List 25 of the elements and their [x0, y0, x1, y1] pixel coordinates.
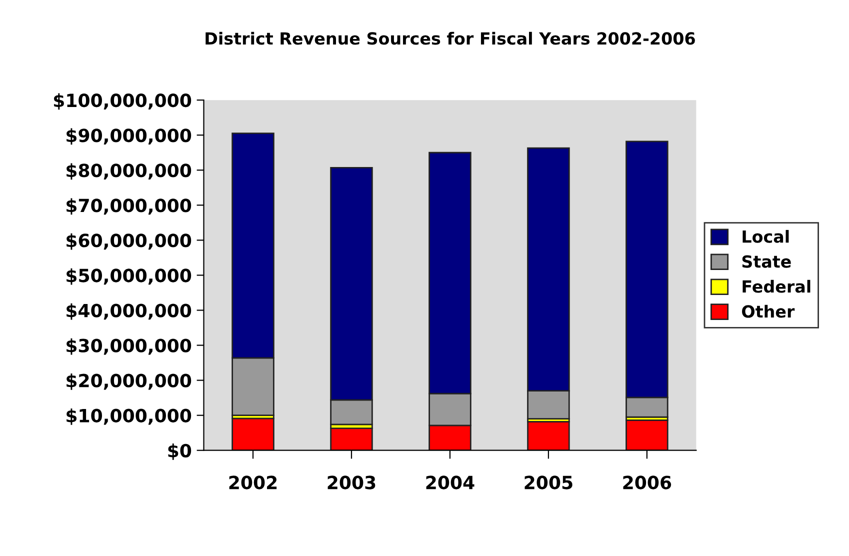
y-tick-label: $60,000,000: [66, 233, 192, 250]
x-tick-label: 2002: [229, 476, 277, 490]
y-tick-label: $40,000,000: [66, 303, 192, 320]
legend-label: Federal: [742, 280, 810, 293]
x-tick-label: 2004: [426, 476, 474, 490]
x-tick-label: 2006: [623, 476, 672, 490]
y-tick-label: $10,000,000: [66, 408, 192, 425]
bar: [330, 428, 373, 450]
y-tick-label: $70,000,000: [66, 198, 192, 215]
bar: [232, 418, 274, 450]
chart-title: District Revenue Sources for Fiscal Years 2002-2006: [206, 32, 695, 45]
bar: [626, 420, 668, 450]
y-tick-label: $50,000,000: [66, 268, 192, 285]
y-tick-label: $90,000,000: [66, 128, 192, 145]
legend-label: Local: [742, 230, 789, 243]
y-tick-label: $20,000,000: [66, 373, 192, 390]
x-tick-label: 2005: [524, 476, 572, 490]
y-tick-label: $0: [168, 444, 192, 460]
y-tick-label: $30,000,000: [66, 338, 192, 355]
x-tick-label: 2003: [328, 476, 376, 490]
legend-label: Other: [742, 304, 795, 318]
legend-label: State: [742, 255, 791, 268]
bar: [527, 420, 570, 450]
y-tick-label: $100,000,000: [54, 93, 192, 110]
y-tick-label: $80,000,000: [66, 163, 192, 180]
